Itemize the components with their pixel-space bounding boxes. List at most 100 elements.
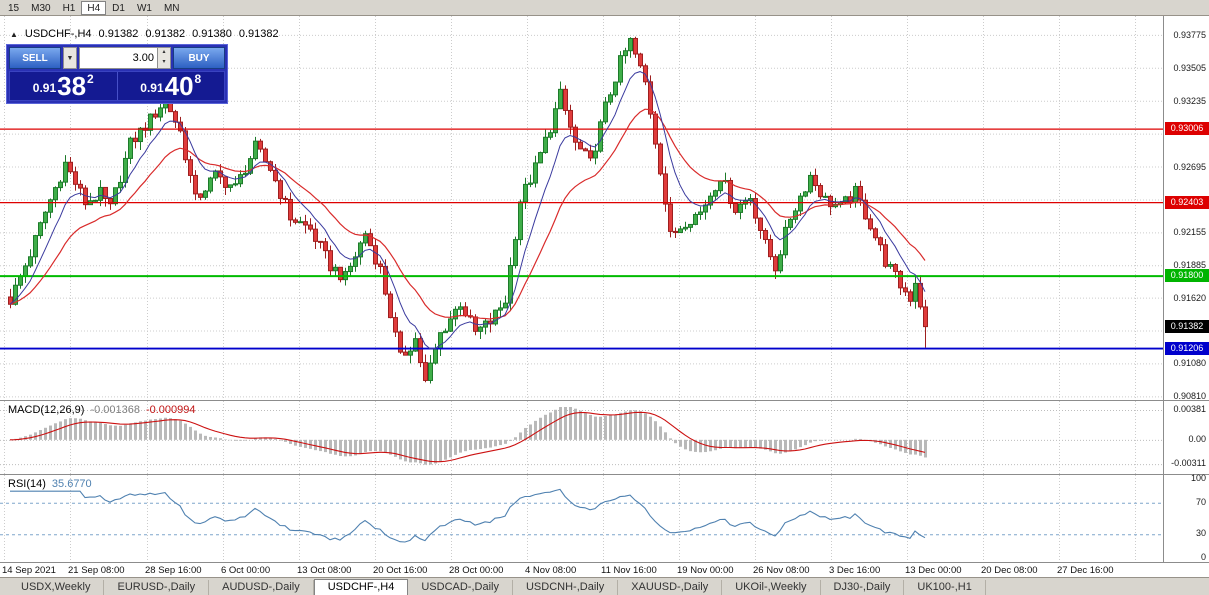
sell-price-display[interactable]: 0.91 38 2 <box>10 72 118 100</box>
price-axis-label: 0.93775 <box>1173 29 1206 40</box>
time-axis-label: 11 Nov 16:00 <box>601 565 657 576</box>
rsi-title: RSI(14) 35.6770 <box>8 478 92 490</box>
time-axis-label: 3 Dec 16:00 <box>829 565 881 576</box>
ohlc-open: 0.91382 <box>98 28 139 40</box>
timeframe-button-mn[interactable]: MN <box>163 2 180 14</box>
rsi-chart <box>0 475 1163 562</box>
sell-price-prefix: 0.91 <box>32 81 57 95</box>
price-badge-0.91382: 0.91382 <box>1165 320 1209 334</box>
price-badge-0.91800: 0.91800 <box>1165 269 1209 283</box>
price-axis-label: 0.93235 <box>1173 95 1206 106</box>
time-axis-label: 4 Nov 08:00 <box>525 565 577 576</box>
chart-tab-uk100-h1[interactable]: UK100-,H1 <box>904 580 986 595</box>
chart-tab-usdcnh-daily[interactable]: USDCNH-,Daily <box>513 580 619 595</box>
sell-price-big: 38 <box>57 71 87 101</box>
time-axis-label: 26 Nov 08:00 <box>753 565 810 576</box>
chart-tab-usdx-weekly[interactable]: USDX,Weekly <box>8 580 105 595</box>
macd-histogram <box>14 407 927 465</box>
chart-tab-ukoil-weekly[interactable]: UKOil-,Weekly <box>722 580 821 595</box>
rsi-indicator-panel[interactable]: RSI(14) 35.6770 <box>0 474 1209 562</box>
volume-value[interactable]: 3.00 <box>132 52 154 64</box>
volume-increase-button[interactable]: ▴ <box>158 48 170 58</box>
price-axis-label: 0.90810 <box>1173 391 1206 402</box>
macd-signal-line <box>9 411 926 463</box>
price-axis-label: 0.92695 <box>1173 161 1206 172</box>
time-axis-label: 21 Sep 08:00 <box>68 565 125 576</box>
rsi-axis-label: 100 <box>1190 473 1206 483</box>
timeframe-button-w1[interactable]: W1 <box>136 2 152 14</box>
time-axis-label: 13 Oct 08:00 <box>297 565 352 576</box>
buy-price-big: 40 <box>164 71 194 101</box>
time-axis-label: 27 Dec 16:00 <box>1057 565 1114 576</box>
buy-price-display[interactable]: 0.91 40 8 <box>118 72 225 100</box>
macd-value-signal: -0.000994 <box>145 404 196 416</box>
price-badge-0.92403: 0.92403 <box>1165 195 1209 209</box>
buy-price-prefix: 0.91 <box>140 81 164 95</box>
macd-indicator-panel[interactable]: MACD(12,26,9) -0.001368 -0.000994 <box>0 400 1209 474</box>
macd-value-main: -0.001368 <box>90 404 140 416</box>
macd-chart <box>0 401 1163 474</box>
price-badge-0.93006: 0.93006 <box>1165 122 1209 136</box>
timeframe-button-h1[interactable]: H1 <box>62 2 76 14</box>
price-axis: 0.93775 0.93505 0.93235 0.92695 0.92155 0.918… <box>1164 0 1209 577</box>
volume-dropdown-button[interactable]: ▼ <box>63 47 77 69</box>
time-axis-label: 14 Sep 2021 <box>2 565 56 576</box>
price-axis-separator <box>1163 16 1164 562</box>
volume-decrease-button[interactable]: ▾ <box>158 58 170 68</box>
chart-symbol-period: USDCHF-,H4 <box>24 28 92 40</box>
buy-button[interactable]: BUY <box>173 47 225 69</box>
buy-price-sup: 8 <box>194 72 202 86</box>
price-badge-0.91206: 0.91206 <box>1165 341 1209 355</box>
rsi-axis-label: 70 <box>1195 496 1206 507</box>
chart-tab-dj30-daily[interactable]: DJ30-,Daily <box>821 580 905 595</box>
rsi-axis-label: 0 <box>1200 552 1206 562</box>
timeframe-button-15[interactable]: 15 <box>8 2 20 14</box>
time-axis-label: 13 Dec 00:00 <box>905 565 962 576</box>
macd-axis-label: 0.00381 <box>1173 404 1206 415</box>
time-axis-label: 19 Nov 00:00 <box>677 565 734 576</box>
chart-tab-eurusd-daily[interactable]: EURUSD-,Daily <box>104 580 210 595</box>
time-axis[interactable]: 14 Sep 2021 21 Sep 08:00 28 Sep 16:00 6 Oct… <box>0 562 1209 577</box>
moving-average-slow <box>9 108 926 320</box>
ohlc-high: 0.91382 <box>145 28 186 40</box>
macd-name: MACD(12,26,9) <box>8 404 85 416</box>
price-axis-label: 0.91080 <box>1173 358 1206 369</box>
one-click-trading-panel: SELL ▼ 3.00 ▴ ▾ BUY 0.91 38 2 0.91 40 8 <box>6 44 228 104</box>
rsi-axis-label: 30 <box>1195 528 1206 539</box>
macd-axis-label: -0.00311 <box>1171 458 1206 469</box>
time-axis-label: 28 Sep 16:00 <box>145 565 202 576</box>
rsi-name: RSI(14) <box>8 478 46 490</box>
candlestick-chart[interactable] <box>0 16 1163 400</box>
rsi-line <box>10 488 926 543</box>
timeframe-button-h4[interactable]: H4 <box>81 0 107 15</box>
time-axis-label: 20 Oct 16:00 <box>373 565 428 576</box>
chart-tab-usdcad-daily[interactable]: USDCAD-,Daily <box>408 580 513 595</box>
sell-price-sup: 2 <box>87 72 94 86</box>
price-chart-panel[interactable]: ▲ USDCHF-,H4 0.91382 0.91382 0.91380 0.9… <box>0 16 1209 400</box>
time-axis-label: 28 Oct 00:00 <box>449 565 504 576</box>
sell-button[interactable]: SELL <box>9 47 61 69</box>
price-axis-label: 0.92155 <box>1173 227 1206 238</box>
moving-average-fast <box>9 71 926 350</box>
rsi-value: 35.6770 <box>51 478 92 490</box>
volume-input[interactable]: 3.00 ▴ ▾ <box>79 47 171 69</box>
macd-axis-label: 0.00 <box>1188 433 1206 444</box>
price-axis-label: 0.91885 <box>1173 260 1206 271</box>
chart-tabs-bar: USDX,Weekly EURUSD-,Daily AUDUSD-,Daily USD… <box>0 577 1209 595</box>
chart-tab-xauusd-daily[interactable]: XAUUSD-,Daily <box>618 580 723 595</box>
timeframe-button-d1[interactable]: D1 <box>112 2 125 14</box>
macd-title: MACD(12,26,9) -0.001368 -0.000994 <box>8 404 196 416</box>
chart-title: ▲ USDCHF-,H4 0.91382 0.91382 0.91380 0.9… <box>10 28 279 40</box>
collapse-trade-panel-icon[interactable]: ▲ <box>10 29 18 39</box>
price-axis-label: 0.91620 <box>1173 292 1206 303</box>
ohlc-close: 0.91382 <box>238 28 279 40</box>
ohlc-low: 0.91380 <box>192 28 232 40</box>
chart-tab-audusd-daily[interactable]: AUDUSD-,Daily <box>209 580 314 595</box>
price-axis-label: 0.93505 <box>1173 62 1206 73</box>
volume-stepper: ▴ ▾ <box>157 48 170 68</box>
timeframe-toolbar: 15 M30 H1 H4 D1 W1 MN <box>0 0 1209 16</box>
time-axis-label: 6 Oct 00:00 <box>221 565 271 576</box>
chart-tab-usdchf-h4[interactable]: USDCHF-,H4 <box>313 579 409 595</box>
timeframe-button-m30[interactable]: M30 <box>31 2 51 14</box>
time-axis-label: 20 Dec 08:00 <box>981 565 1038 576</box>
